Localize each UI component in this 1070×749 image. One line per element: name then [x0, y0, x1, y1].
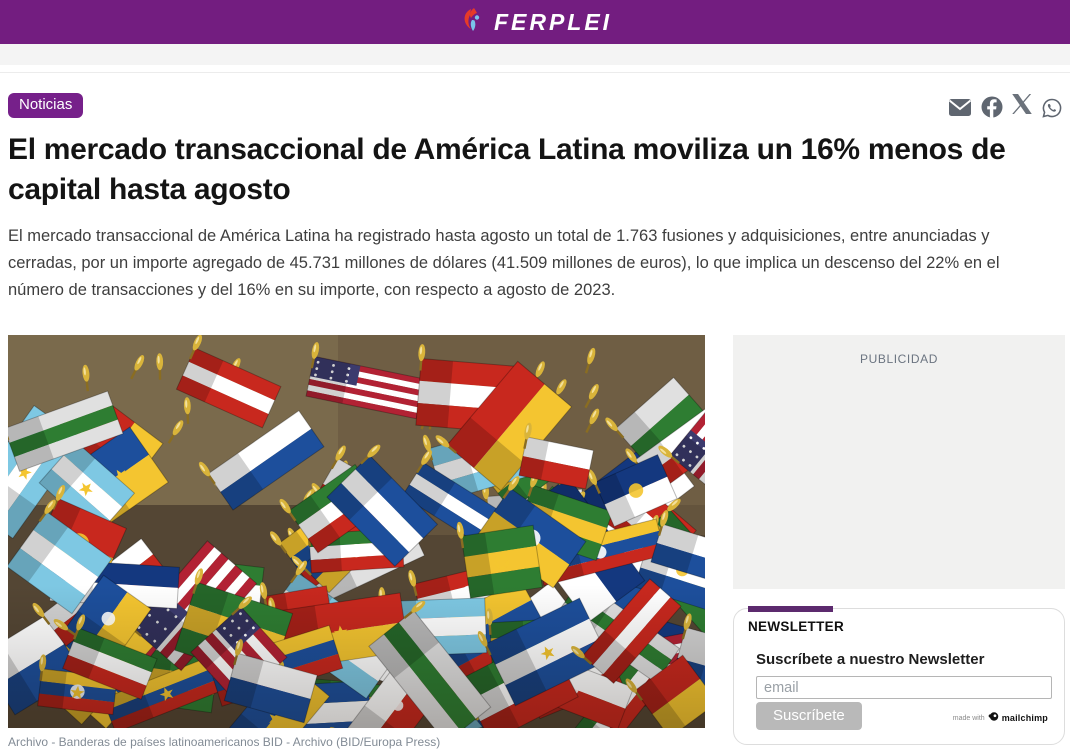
- newsletter-body: Suscríbete a nuestro Newsletter Suscríbe…: [748, 651, 1050, 730]
- mailchimp-badge[interactable]: made with mailchimp: [953, 709, 1048, 727]
- newsletter-heading: Suscríbete a nuestro Newsletter: [756, 651, 1048, 668]
- email-share-icon[interactable]: [948, 98, 972, 117]
- ferplei-logo-icon: [458, 5, 488, 40]
- separator-line: [0, 72, 1070, 73]
- newsletter-card: NEWSLETTER Suscríbete a nuestro Newslett…: [733, 608, 1065, 745]
- newsletter-section-title: NEWSLETTER: [748, 619, 1050, 634]
- ad-label: PUBLICIDAD: [860, 352, 938, 366]
- meta-row: Noticias: [8, 93, 1065, 119]
- main-row: Archivo - Banderas de países latinoameri…: [8, 335, 1065, 749]
- brand-logo[interactable]: FERPLEI: [458, 5, 612, 40]
- sidebar: PUBLICIDAD NEWSLETTER Suscríbete a nuest…: [733, 335, 1065, 749]
- facebook-share-icon[interactable]: [981, 96, 1003, 118]
- newsletter-accent-bar: [748, 606, 833, 612]
- photo-caption: Archivo - Banderas de países latinoameri…: [8, 735, 705, 749]
- x-share-icon[interactable]: [1012, 94, 1032, 114]
- article-headline: El mercado transaccional de América Lati…: [8, 130, 1065, 210]
- photo-column: Archivo - Banderas de países latinoameri…: [8, 335, 705, 749]
- site-header: FERPLEI: [0, 0, 1070, 44]
- mailchimp-monkey-icon: [988, 709, 999, 727]
- subheader-band: [0, 44, 1070, 65]
- brand-wordmark: FERPLEI: [494, 9, 612, 36]
- newsletter-actions: Suscríbete made with: [756, 702, 1048, 730]
- whatsapp-share-icon[interactable]: [1041, 97, 1063, 119]
- article-photo-latam-flags: [8, 335, 705, 728]
- share-toolbar: [948, 95, 1065, 119]
- newsletter-email-input[interactable]: [756, 676, 1052, 699]
- mailchimp-wordmark: mailchimp: [1002, 713, 1048, 723]
- made-with-label: made with: [953, 715, 985, 722]
- ad-placeholder-box: PUBLICIDAD: [733, 335, 1065, 589]
- article-lede: El mercado transaccional de América Lati…: [8, 223, 1038, 304]
- article-content: Noticias: [0, 93, 1070, 749]
- category-badge-noticias[interactable]: Noticias: [8, 93, 83, 118]
- subscribe-button[interactable]: Suscríbete: [756, 702, 862, 730]
